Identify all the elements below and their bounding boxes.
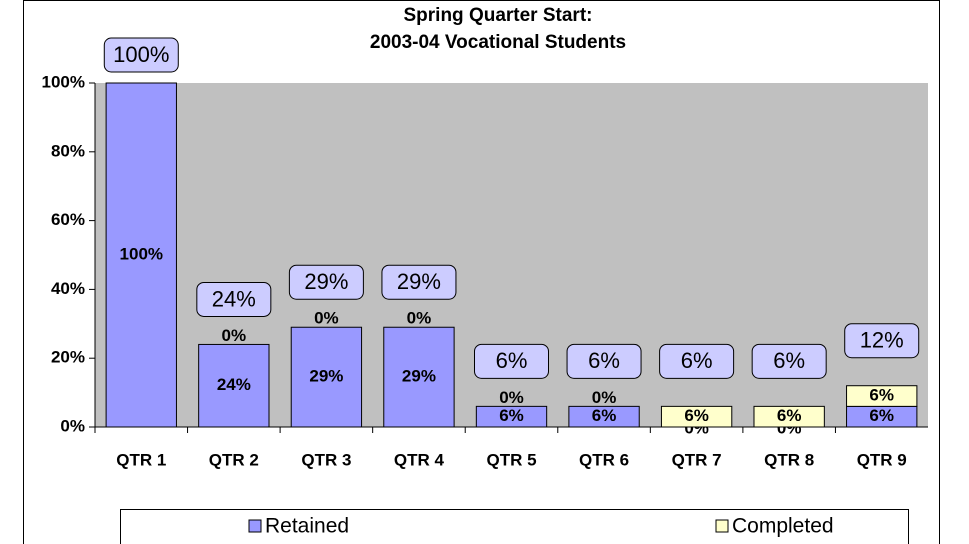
y-tick-label: 20% xyxy=(51,348,85,367)
x-tick-label: QTR 9 xyxy=(857,450,907,469)
total-label: 6% xyxy=(681,348,713,373)
bar-segment xyxy=(660,405,733,428)
bar-segment xyxy=(105,82,177,428)
total-label-box xyxy=(566,343,642,379)
data-label: 6% xyxy=(869,406,894,425)
data-label: 100% xyxy=(120,244,163,263)
data-label: 29% xyxy=(309,367,343,386)
x-tick-label: QTR 8 xyxy=(764,450,814,469)
x-tick-label: QTR 5 xyxy=(486,450,536,469)
bar-segment xyxy=(290,326,363,428)
bar-segment xyxy=(568,405,640,428)
total-label: 24% xyxy=(212,286,256,311)
bar-segment xyxy=(475,405,548,428)
data-label: 0% xyxy=(314,309,339,328)
x-tick-label: QTR 1 xyxy=(116,450,166,469)
total-label: 100% xyxy=(113,42,169,67)
data-label: 0% xyxy=(222,326,247,345)
total-label-box xyxy=(103,37,179,73)
bar-segment xyxy=(383,326,455,428)
bar-segment xyxy=(198,343,270,428)
total-label: 29% xyxy=(397,269,441,294)
total-label-box xyxy=(288,264,364,300)
y-tick-label: 40% xyxy=(51,279,85,298)
data-label: 6% xyxy=(777,406,802,425)
total-label-box xyxy=(196,281,272,317)
total-label: 29% xyxy=(304,269,348,294)
y-tick-label: 100% xyxy=(42,72,85,91)
total-label-box xyxy=(751,343,827,379)
x-tick-label: QTR 6 xyxy=(579,450,629,469)
x-tick-label: QTR 7 xyxy=(672,450,722,469)
total-label-box xyxy=(381,264,457,300)
total-label-box xyxy=(844,323,920,359)
total-label: 6% xyxy=(773,348,805,373)
data-label: 0% xyxy=(407,309,432,328)
data-label: 29% xyxy=(402,367,436,386)
data-label: 24% xyxy=(217,375,251,394)
bar-segment xyxy=(753,405,825,428)
y-tick-label: 80% xyxy=(51,141,85,160)
y-tick-label: 0% xyxy=(60,416,85,435)
total-label: 12% xyxy=(860,328,904,353)
y-tick-label: 60% xyxy=(51,210,85,229)
total-label-box xyxy=(474,343,549,379)
legend-swatch xyxy=(248,519,262,533)
data-label: 6% xyxy=(869,386,894,405)
data-label: 0% xyxy=(499,388,524,407)
legend-swatch xyxy=(715,519,729,533)
chart-title: Spring Quarter Start: xyxy=(404,5,593,26)
x-tick-label: QTR 4 xyxy=(394,450,445,469)
total-label: 6% xyxy=(496,348,528,373)
data-label: 6% xyxy=(499,406,524,425)
legend-label: Retained xyxy=(265,515,349,538)
data-label: 0% xyxy=(592,388,617,407)
bar-segment xyxy=(846,385,918,407)
chart-subtitle: 2003-04 Vocational Students xyxy=(370,32,626,53)
data-label: 6% xyxy=(592,406,617,425)
x-tick-label: QTR 2 xyxy=(209,450,259,469)
legend-label: Completed xyxy=(732,515,834,538)
x-tick-label: QTR 3 xyxy=(301,450,351,469)
data-label: 6% xyxy=(684,406,709,425)
total-label: 6% xyxy=(588,348,620,373)
total-label-box xyxy=(659,343,735,379)
